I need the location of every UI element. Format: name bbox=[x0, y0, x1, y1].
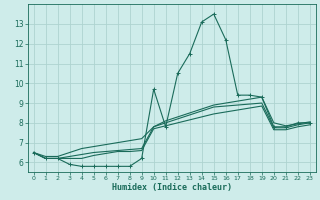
X-axis label: Humidex (Indice chaleur): Humidex (Indice chaleur) bbox=[112, 183, 232, 192]
